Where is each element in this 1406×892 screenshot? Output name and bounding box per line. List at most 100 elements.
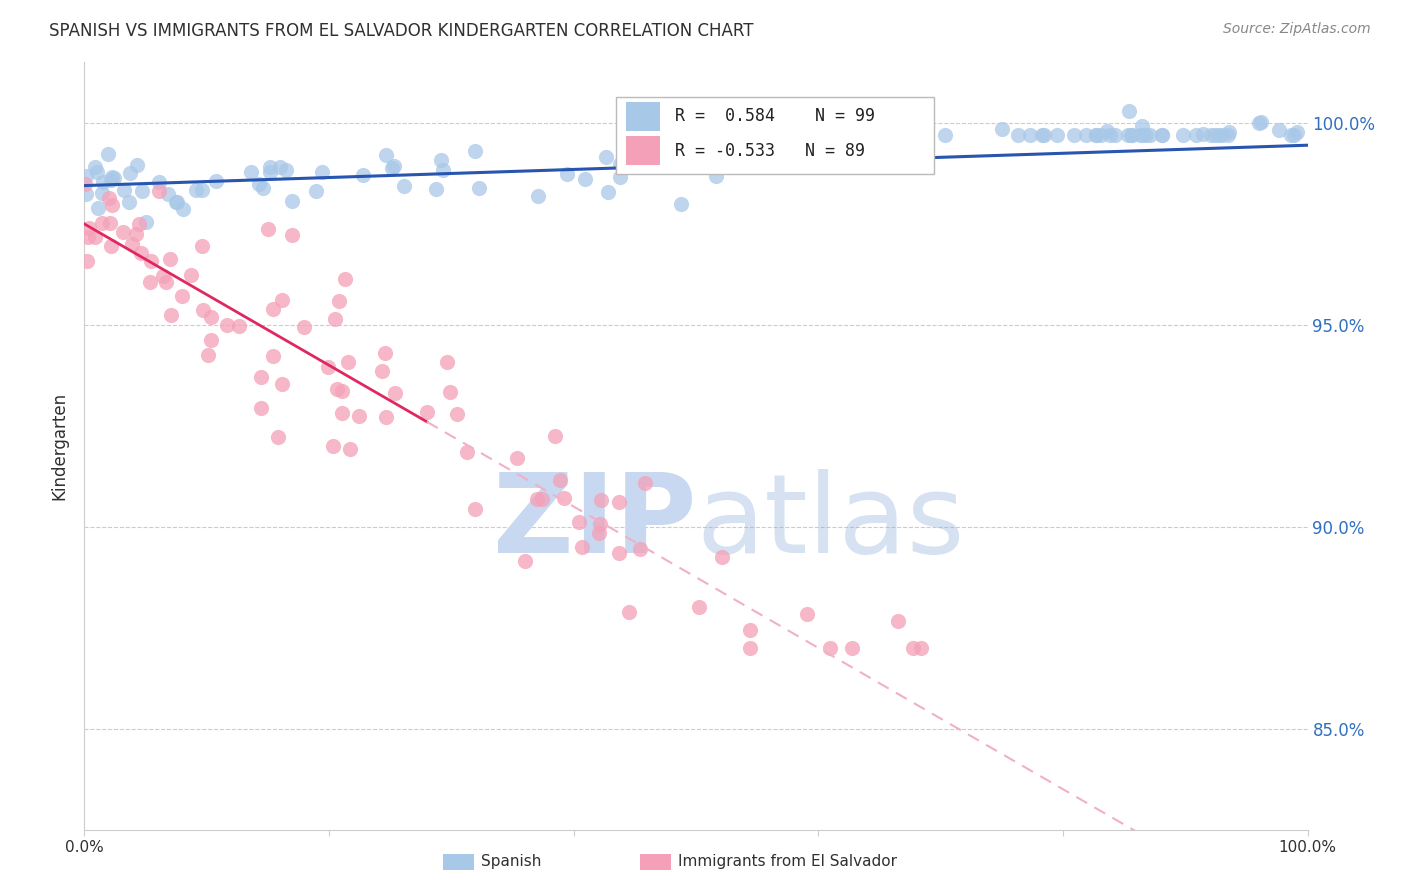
Point [1119,128,1142,142]
Point [609,157,631,171]
Point [86,201,108,215]
Point [250,369,273,384]
Point [526,491,548,506]
Point [568,515,591,529]
Point [1104,128,1126,142]
Point [1130,119,1153,133]
Point [152,269,174,284]
Point [818,640,841,655]
Point [1184,128,1206,142]
Point [281,194,304,208]
Point [1085,128,1108,142]
Point [118,166,141,180]
Point [1129,128,1152,142]
Point [1095,124,1118,138]
Point [432,163,454,178]
Point [271,293,294,307]
Point [662,141,685,155]
Point [159,252,181,266]
Point [200,333,222,347]
Point [160,308,183,322]
Point [311,164,333,178]
Point [128,217,150,231]
Text: Source: ZipAtlas.com: Source: ZipAtlas.com [1223,22,1371,37]
Point [439,385,461,400]
Point [464,502,486,516]
Point [97,191,120,205]
Point [1076,128,1098,142]
Point [513,554,536,568]
Point [436,354,458,368]
Point [1282,128,1305,142]
Point [506,450,529,465]
Point [823,128,845,142]
Point [934,128,956,142]
Point [1135,128,1157,142]
Text: Spanish: Spanish [481,855,541,869]
Point [796,607,818,622]
Point [394,179,416,194]
Point [1063,128,1085,142]
Point [464,144,486,158]
Point [886,614,908,628]
Point [1139,128,1161,142]
Point [134,215,156,229]
Point [184,183,207,197]
Point [1090,128,1112,142]
Point [141,254,163,268]
Point [139,275,162,289]
Text: Immigrants from El Salvador: Immigrants from El Salvador [678,855,897,869]
Point [609,170,631,185]
Point [607,546,630,560]
Point [156,186,179,201]
Point [1285,125,1308,139]
Point [374,346,396,360]
Point [1121,128,1143,142]
Point [197,348,219,362]
Point [83,229,105,244]
Y-axis label: Kindergarten: Kindergarten [51,392,69,500]
Point [1279,128,1302,142]
Point [100,170,122,185]
FancyBboxPatch shape [616,97,935,174]
Text: R =  0.584    N = 99: R = 0.584 N = 99 [675,107,875,125]
Point [256,222,278,236]
Point [548,473,571,487]
Point [1191,127,1213,141]
Point [374,409,396,424]
Text: SPANISH VS IMMIGRANTS FROM EL SALVADOR KINDERGARTEN CORRELATION CHART: SPANISH VS IMMIGRANTS FROM EL SALVADOR K… [49,22,754,40]
Point [191,238,214,252]
Point [205,174,228,188]
Point [271,377,294,392]
Point [117,194,139,209]
Point [1031,128,1053,142]
Point [250,401,273,415]
Point [318,359,340,374]
Point [328,293,350,308]
Point [125,227,148,241]
Text: R = -0.533   N = 89: R = -0.533 N = 89 [675,142,865,160]
Point [86,165,108,179]
Point [910,640,932,655]
Text: ZIP: ZIP [492,469,696,576]
Point [75,187,97,202]
Point [336,354,359,368]
Point [322,439,344,453]
Point [553,491,575,505]
Point [1171,128,1194,142]
Point [262,302,284,317]
Point [269,160,291,174]
Point [91,216,114,230]
Point [571,540,593,554]
Point [259,160,281,174]
Point [1249,116,1271,130]
Point [281,227,304,242]
Point [77,221,100,235]
Point [544,428,567,442]
Point [228,319,250,334]
Point [247,177,270,191]
Bar [626,136,661,165]
Point [333,271,356,285]
Point [267,430,290,444]
Point [100,239,122,253]
